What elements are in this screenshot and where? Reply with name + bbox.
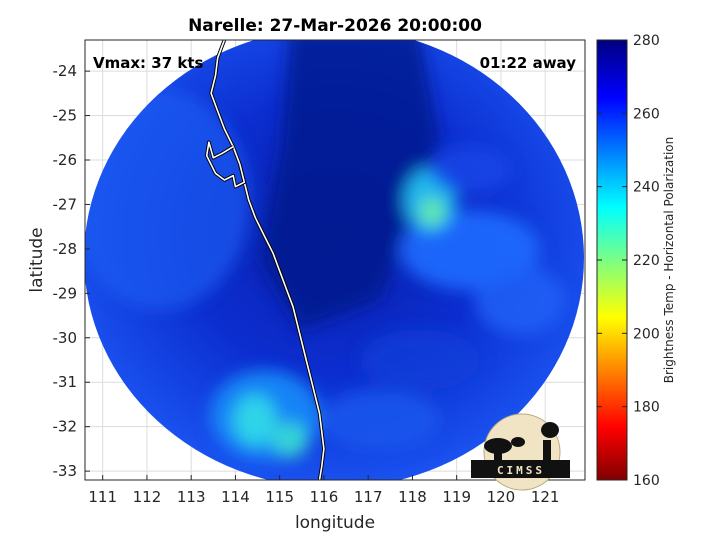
colorbar-label: Brightness Temp - Horizontal Polarizatio… [662, 137, 676, 384]
x-tick-label: 113 [177, 488, 206, 506]
y-axis-label: latitude [27, 227, 47, 292]
shark-bay-outline [205, 141, 246, 188]
x-tick-label: 114 [221, 488, 250, 506]
y-tick-label: -28 [53, 240, 78, 258]
y-tick-label: -27 [53, 195, 78, 213]
vmax-annotation: Vmax: 37 kts [93, 54, 203, 72]
x-tick-label: 116 [310, 488, 339, 506]
colorbar-tick-label: 260 [633, 106, 660, 122]
colorbar-tick-label: 280 [633, 33, 660, 49]
y-tick-label: -31 [53, 373, 78, 391]
x-axis-label: longitude [295, 513, 375, 533]
colorbar-tick-label: 200 [633, 326, 660, 342]
cimss-logo: CIMSS [471, 413, 570, 491]
y-tick-label: -30 [53, 329, 78, 347]
y-tick-label: -32 [53, 418, 78, 436]
chart-title: Narelle: 27-Mar-2026 20:00:00 [188, 16, 482, 36]
y-tick-label: -26 [53, 151, 78, 169]
time-away-annotation: 01:22 away [480, 54, 577, 72]
x-tick-label: 115 [265, 488, 294, 506]
swath-image [85, 40, 584, 480]
x-tick-label: 121 [531, 488, 560, 506]
x-tick-label: 118 [398, 488, 427, 506]
colorbar: 280 260 240 220 200 180 160 Brightness Temp - … [596, 33, 676, 489]
x-tick-label: 117 [354, 488, 383, 506]
cimss-logo-text: CIMSS [497, 464, 545, 477]
y-tick-label: -25 [53, 107, 78, 125]
colorbar-tick-label: 180 [633, 400, 660, 416]
y-tick-label: -24 [53, 62, 78, 80]
colorbar-tick-label: 220 [633, 253, 660, 269]
y-tick-label: -29 [53, 284, 78, 302]
coastline-line [210, 40, 325, 480]
x-tick-label: 111 [88, 488, 117, 506]
x-tick-label: 119 [442, 488, 471, 506]
axes-box [84, 39, 586, 481]
coastline [204, 40, 326, 480]
y-tick-label: -33 [53, 462, 78, 480]
colorbar-tick-label: 160 [633, 473, 660, 489]
x-tick-label: 120 [487, 488, 516, 506]
colorbar-tick-label: 240 [633, 180, 660, 196]
axis-ticks: 111 112 113 114 115 116 117 118 119 120 121 -24 -25 -… [53, 62, 560, 506]
x-tick-label: 112 [133, 488, 162, 506]
